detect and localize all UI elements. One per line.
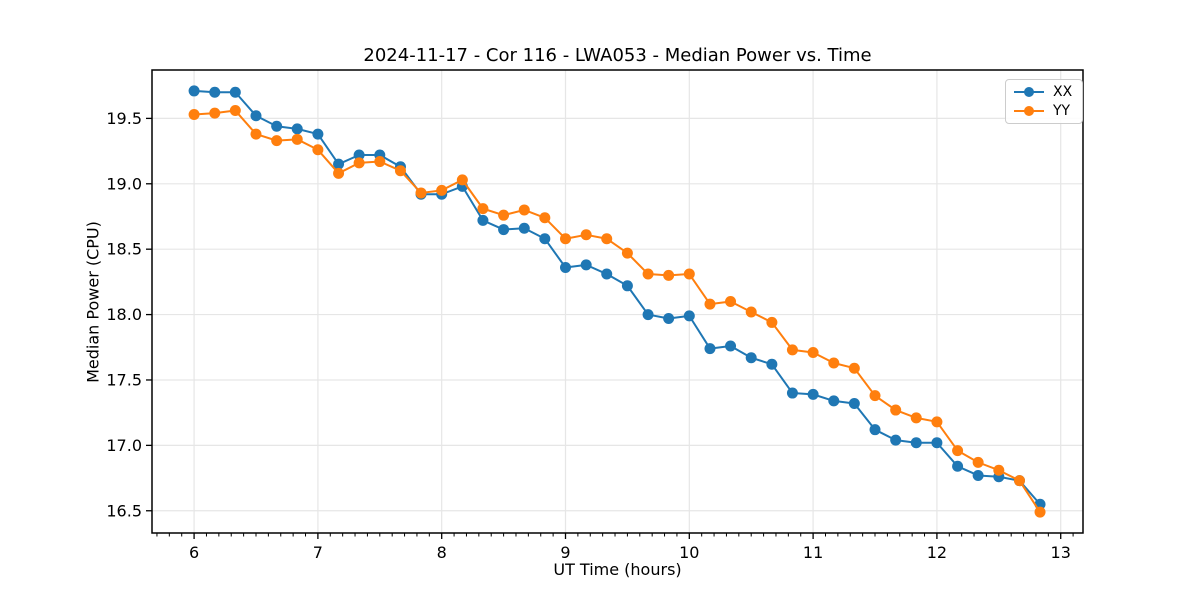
legend: XX YY <box>1005 79 1084 124</box>
svg-text:17.0: 17.0 <box>106 436 142 455</box>
chart-title: 2024-11-17 - Cor 116 - LWA053 - Median P… <box>363 45 872 66</box>
svg-text:9: 9 <box>560 543 570 562</box>
svg-text:19.5: 19.5 <box>106 109 142 128</box>
legend-line-marker-yy <box>1014 106 1044 116</box>
x-axis-label: UT Time (hours) <box>553 560 682 579</box>
svg-text:19.0: 19.0 <box>106 174 142 193</box>
svg-text:17.5: 17.5 <box>106 370 142 389</box>
legend-label-xx: XX <box>1053 84 1073 100</box>
legend-item-xx: XX <box>1013 85 1072 99</box>
legend-line-marker-xx <box>1014 87 1044 97</box>
svg-text:13: 13 <box>1051 543 1071 562</box>
svg-text:18.5: 18.5 <box>106 240 142 259</box>
svg-text:18.0: 18.0 <box>106 305 142 324</box>
svg-text:10: 10 <box>679 543 699 562</box>
legend-item-yy: YY <box>1013 104 1072 118</box>
svg-text:16.5: 16.5 <box>106 501 142 520</box>
svg-text:8: 8 <box>437 543 447 562</box>
legend-label-yy: YY <box>1053 103 1071 119</box>
svg-text:11: 11 <box>803 543 823 562</box>
svg-text:12: 12 <box>927 543 947 562</box>
svg-text:7: 7 <box>313 543 323 562</box>
svg-text:6: 6 <box>189 543 199 562</box>
